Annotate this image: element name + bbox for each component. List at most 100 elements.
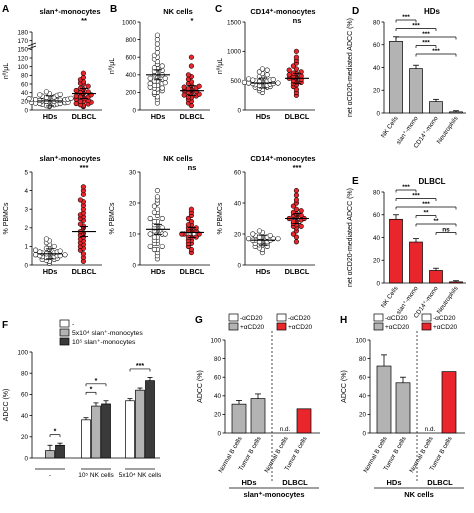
hd-data-point	[159, 63, 165, 69]
significance-label: ***	[80, 163, 89, 172]
significance-label: ***	[402, 184, 410, 191]
legend-label: -αCD20	[240, 315, 263, 322]
significance-label: ***	[412, 193, 420, 200]
dlbcl-data-point	[293, 234, 299, 240]
y-axis-label: % PBMCs	[217, 202, 224, 234]
y-tick-label: 0	[24, 262, 28, 269]
dlbcl-data-point	[80, 184, 86, 190]
y-tick-label: 0	[237, 107, 241, 114]
y-tick-label: 4	[24, 188, 28, 195]
not-determined-label: n.d.	[425, 426, 436, 433]
significance-label: ***	[412, 23, 420, 30]
legend-swatch	[59, 328, 70, 337]
bar	[135, 389, 145, 459]
hd-data-point	[151, 82, 157, 88]
dlbcl-data-point	[80, 70, 86, 76]
y-tick-label: 100	[17, 349, 28, 356]
y-tick-label: 40	[214, 393, 222, 400]
panel-letter: E	[352, 176, 359, 187]
group-label: HDs	[241, 478, 256, 487]
y-tick-label: 20	[214, 412, 222, 419]
category-label: HDs	[43, 267, 58, 276]
dlbcl-data-point	[85, 83, 91, 89]
group-label: 5x10⁴ NK cells	[119, 472, 162, 479]
dlbcl-data-point	[293, 197, 299, 203]
y-tick-label: 400	[125, 72, 136, 79]
y-tick-label: 0	[237, 262, 241, 269]
y-tick-label: 60	[359, 375, 367, 382]
y-tick-label: 0	[132, 107, 136, 114]
y-tick-label: 20	[21, 434, 29, 441]
y-tick-label: 80	[373, 19, 381, 26]
bar	[429, 101, 443, 114]
hd-data-point	[51, 243, 57, 249]
y-axis-label: net αCD20-mediated ADCC (%)	[347, 18, 354, 117]
hd-data-point	[147, 75, 153, 81]
hd-data-point	[275, 236, 281, 242]
legend-label: +αCD20	[288, 324, 313, 331]
y-axis-label: nº/μL	[3, 63, 10, 79]
significance-label: ***	[422, 201, 430, 208]
hd-data-point	[151, 234, 157, 240]
footer-label: slan⁺-monocytes	[243, 490, 304, 499]
y-tick-label: 600	[125, 55, 136, 62]
y-tick-label: 20	[21, 99, 29, 106]
hd-data-point	[57, 248, 63, 254]
y-tick-label: 150	[17, 47, 28, 54]
y-axis-label: ADCC (%)	[3, 389, 10, 422]
y-tick-label: 40	[234, 200, 242, 207]
dlbcl-data-point	[286, 67, 292, 73]
bar	[449, 281, 463, 284]
dlbcl-data-point	[73, 87, 79, 94]
panel-title: NK cells	[163, 154, 193, 163]
hd-data-point	[154, 50, 160, 56]
hd-data-point	[43, 245, 49, 251]
hd-data-point	[151, 203, 157, 209]
hd-data-point	[246, 236, 252, 242]
y-tick-label: 80	[214, 356, 222, 363]
legend-swatch	[373, 313, 384, 322]
y-axis-label: ADCC (%)	[197, 370, 204, 403]
legend-swatch	[228, 322, 239, 331]
legend-label: -	[72, 321, 74, 328]
dlbcl-data-point	[188, 219, 194, 225]
y-tick-label: 100	[210, 337, 221, 344]
significance-label: ***	[136, 363, 144, 370]
y-tick-label: 60	[21, 392, 29, 399]
significance-label: ***	[422, 31, 430, 38]
legend-swatch	[59, 337, 70, 346]
hd-data-point	[147, 215, 153, 222]
y-axis-label: nº/μL	[217, 58, 224, 74]
significance-label: **	[433, 218, 439, 225]
bar	[449, 111, 463, 114]
axis-break-mark	[27, 42, 37, 47]
hd-data-point	[57, 97, 63, 103]
significance-label: ns	[188, 163, 197, 172]
y-tick-label: 100	[17, 64, 28, 71]
bar	[81, 419, 91, 459]
y-tick-label: 40	[359, 393, 367, 400]
y-tick-label: 20	[359, 412, 367, 419]
significance-label: ***	[293, 163, 302, 172]
bar	[250, 398, 266, 434]
hd-data-point	[151, 209, 157, 215]
hd-data-point	[154, 188, 160, 194]
dlbcl-data-point	[293, 239, 299, 245]
y-tick-label: 2	[24, 225, 28, 232]
y-tick-label: 20	[373, 88, 381, 95]
legend-swatch	[421, 313, 432, 322]
legend-label: +αCD20	[240, 324, 265, 331]
bar	[296, 408, 312, 434]
hd-data-point	[57, 91, 63, 97]
y-tick-label: 0	[132, 262, 136, 269]
y-tick-label: 80	[21, 73, 29, 80]
footer-label: NK cells	[404, 490, 434, 499]
dlbcl-data-point	[293, 54, 299, 60]
dlbcl-data-point	[85, 89, 91, 95]
dlbcl-data-point	[298, 208, 304, 214]
legend-label: 5x10⁴ slan⁺-monocytes	[72, 330, 143, 337]
group-label: DLBCL	[427, 478, 453, 487]
panel-letter: A	[2, 4, 9, 15]
y-tick-label: 80	[359, 356, 367, 363]
